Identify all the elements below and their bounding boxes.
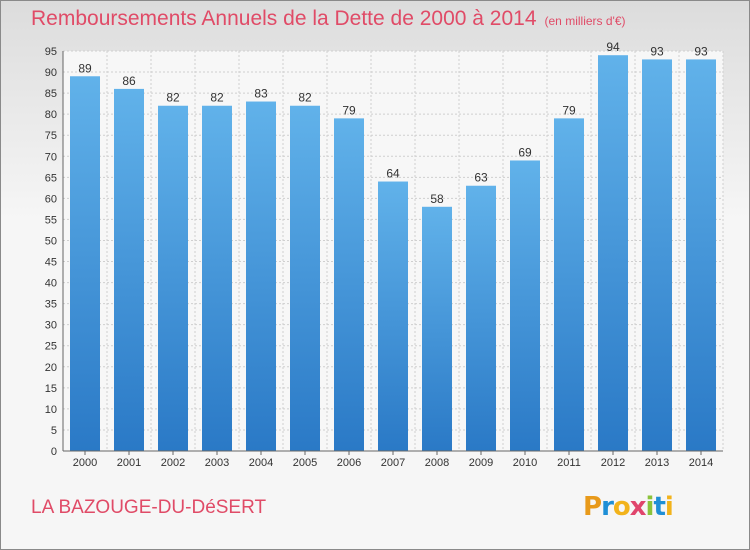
bar [290, 105, 320, 451]
y-tick-label: 70 [45, 151, 57, 163]
logo-letter: i [645, 492, 655, 522]
bar [422, 206, 452, 451]
bar [114, 88, 144, 451]
bar [334, 118, 364, 452]
y-tick-label: 60 [45, 193, 57, 205]
data-label: 69 [518, 145, 532, 159]
data-label: 93 [694, 44, 708, 58]
x-tick-label: 2010 [513, 457, 537, 469]
x-tick-label: 2012 [601, 457, 625, 469]
chart-title: Remboursements Annuels de la Dette de 20… [31, 7, 626, 30]
bar-chart: 89 86 82 82 83 82 79 64 58 63 69 79 94 93 93 0 5 10 15 20 2… [45, 40, 724, 469]
logo-letter: t [653, 492, 665, 522]
proxiti-logo: Proxiti [583, 492, 674, 522]
x-tick-label: 2000 [73, 457, 97, 469]
bar [554, 118, 584, 452]
y-tick-label: 25 [45, 341, 57, 353]
x-tick-label: 2005 [293, 457, 317, 469]
chart-subtitle: (en milliers d'€) [544, 14, 626, 28]
x-tick-label: 2013 [645, 457, 669, 469]
y-tick-label: 40 [45, 278, 57, 290]
x-tick-label: 2009 [469, 457, 493, 469]
data-label: 86 [122, 74, 136, 88]
data-label: 94 [606, 40, 620, 54]
bar [598, 55, 628, 452]
logo-letter: P [583, 492, 602, 522]
y-tick-label: 50 [45, 235, 57, 247]
x-tick-label: 2003 [205, 457, 229, 469]
logo-letter: o [612, 492, 631, 522]
y-tick-label: 35 [45, 299, 57, 311]
data-label: 82 [298, 91, 312, 105]
data-label: 93 [650, 44, 664, 58]
x-tick-label: 2002 [161, 457, 185, 469]
y-tick-label: 75 [45, 130, 57, 142]
logo-letter: r [601, 492, 614, 522]
bar [466, 185, 496, 451]
y-tick-label: 20 [45, 362, 57, 374]
data-label: 79 [342, 103, 356, 117]
data-label: 58 [430, 192, 444, 206]
x-tick-label: 2006 [337, 457, 361, 469]
commune-name: LA BAZOUGE-DU-DéSERT [31, 497, 267, 518]
y-tick-label: 55 [45, 214, 57, 226]
y-tick-label: 95 [45, 46, 57, 58]
y-tick-label: 10 [45, 404, 57, 416]
data-label: 82 [166, 91, 180, 105]
data-label: 82 [210, 91, 224, 105]
y-tick-label: 85 [45, 88, 57, 100]
bar [246, 101, 276, 452]
bar [158, 105, 188, 451]
x-tick-label: 2014 [689, 457, 713, 469]
y-tick-label: 5 [51, 425, 57, 437]
y-tick-label: 15 [45, 383, 57, 395]
data-label: 83 [254, 87, 268, 101]
x-tick-label: 2001 [117, 457, 141, 469]
y-tick-label: 45 [45, 257, 57, 269]
bar [686, 59, 716, 451]
x-tick-label: 2011 [557, 457, 581, 469]
data-label: 79 [562, 103, 576, 117]
bar [642, 59, 672, 451]
x-tick-label: 2004 [249, 457, 273, 469]
y-tick-label: 65 [45, 172, 57, 184]
bar [70, 76, 100, 452]
data-label: 64 [386, 167, 400, 181]
x-tick-label: 2008 [425, 457, 449, 469]
y-tick-label: 80 [45, 109, 57, 121]
data-label: 63 [474, 171, 488, 185]
bar [510, 160, 540, 451]
bar [202, 105, 232, 451]
data-label: 89 [78, 61, 92, 75]
logo-letter: i [664, 492, 674, 522]
y-tick-label: 0 [51, 446, 57, 458]
y-tick-label: 30 [45, 320, 57, 332]
logo-letter: x [629, 492, 647, 522]
y-tick-label: 90 [45, 67, 57, 79]
bar [378, 181, 408, 452]
x-tick-label: 2007 [381, 457, 405, 469]
